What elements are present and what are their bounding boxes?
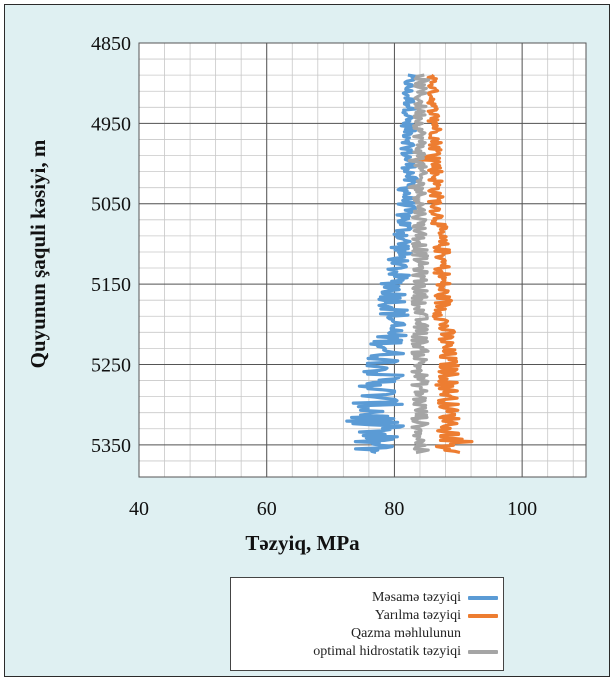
optimal-mud-pressure-series <box>407 73 431 455</box>
y-tick-label: 5350 <box>91 435 131 457</box>
y-tick-label: 4850 <box>91 33 131 55</box>
legend-swatch <box>468 650 498 654</box>
legend-item-label: optimal hidrostatik təzyiqi <box>313 644 461 659</box>
series-group <box>345 73 474 455</box>
x-tick-label: 60 <box>257 498 277 520</box>
pressure-depth-chart: 4850 4950 5050 5150 5250 5350 40 60 80 100 Quyunu… <box>26 33 587 555</box>
legend-item-label: Məsamə təzyiqi <box>371 590 461 605</box>
x-axis-label: Təzyiq, MPa <box>245 531 360 555</box>
y-tick-label: 5150 <box>91 274 131 296</box>
y-axis-label: Quyunun şaquli kəsiyi, m <box>26 139 50 368</box>
axis-labels: Quyunun şaquli kəsiyi, m Təzyiq, MPa <box>26 139 360 555</box>
x-tick-label: 100 <box>507 498 537 520</box>
legend-swatch <box>468 614 498 618</box>
y-tick-label: 4950 <box>91 113 131 135</box>
legend-swatch <box>468 596 498 600</box>
legend-item-label: Yarılma təzyiqi <box>374 608 461 623</box>
axes: 4850 4950 5050 5150 5250 5350 40 60 80 100 <box>91 33 587 520</box>
legend: Məsamə təzyiqi Yarılma təzyiqi Qazma məhlu… <box>230 577 504 671</box>
y-tick-label: 5250 <box>91 354 131 376</box>
x-tick-label: 80 <box>384 498 404 520</box>
legend-item-label: Qazma məhlulunun <box>350 626 461 641</box>
x-tick-label: 40 <box>129 498 149 520</box>
pore-pressure-series <box>345 73 419 455</box>
fracture-pressure-series <box>414 73 474 455</box>
y-tick-label: 5050 <box>91 194 131 216</box>
plot-border <box>138 42 587 478</box>
chart-frame: 4850 4950 5050 5150 5250 5350 40 60 80 100 Quyunu… <box>4 4 610 677</box>
